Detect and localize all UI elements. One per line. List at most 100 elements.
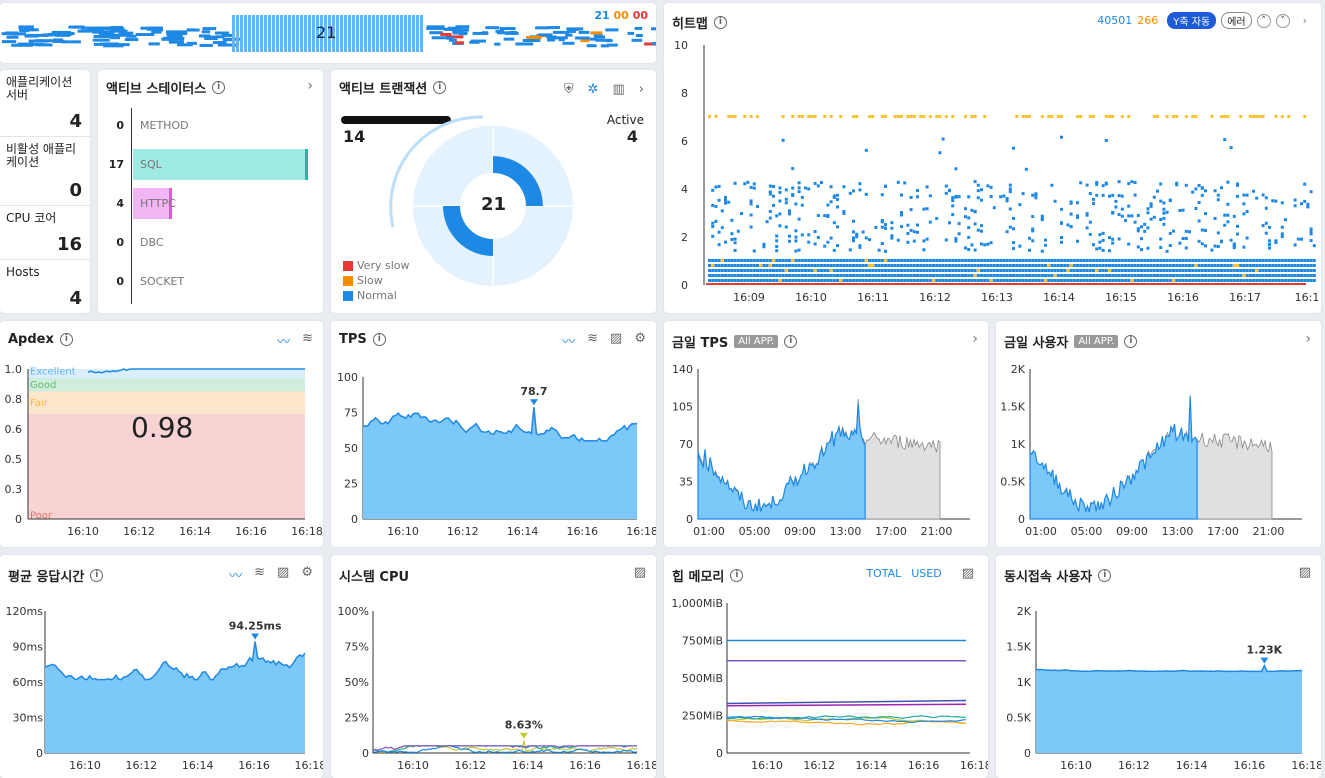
heat-cell [896, 238, 900, 242]
heat-cell [1175, 259, 1179, 262]
area-chart-icon[interactable]: ▨ [633, 565, 646, 580]
heat-cell [772, 279, 775, 282]
peak-marker [1260, 657, 1269, 664]
heat-cell [746, 274, 750, 277]
area-chart-icon[interactable]: ▨ [961, 566, 974, 581]
used-toggle[interactable]: USED [911, 567, 942, 580]
chevron-right-icon[interactable]: › [1302, 14, 1307, 27]
top-bar-mark [535, 26, 549, 30]
line-chart-icon[interactable]: 〰 [229, 569, 243, 584]
wheel-icon[interactable]: ✲ [587, 82, 599, 97]
app-badge[interactable]: All APP. [1074, 335, 1119, 348]
heat-cell [1104, 279, 1108, 282]
gear-icon[interactable]: ⚙ [301, 565, 313, 580]
info-icon[interactable]: i [1124, 335, 1138, 348]
info-icon[interactable]: i [90, 569, 104, 582]
top-bar-mark [232, 15, 235, 52]
heat-cell [1044, 274, 1047, 277]
heat-cell [925, 274, 929, 277]
app-badge[interactable]: All APP. [734, 335, 779, 348]
heat-cell [1168, 259, 1172, 262]
heat-cell [1226, 115, 1230, 118]
info-icon[interactable]: i [730, 569, 744, 582]
heat-cell [1165, 269, 1169, 272]
heat-cell [810, 274, 814, 277]
chevron-down-icon[interactable]: ˅ [1275, 13, 1290, 28]
info-icon[interactable]: i [713, 16, 727, 29]
chevron-right-icon[interactable]: › [638, 82, 644, 97]
heat-cell [772, 194, 775, 198]
x-tick: 16:14 [856, 759, 888, 772]
chevron-up-icon[interactable]: ˄ [1256, 13, 1271, 28]
heat-cell [1274, 279, 1278, 282]
status-label[interactable]: SQL [140, 158, 162, 171]
info-icon[interactable]: i [433, 81, 447, 94]
x-tick: 16:14 [507, 525, 539, 538]
heat-cell [1181, 237, 1185, 241]
info-icon[interactable]: i [1098, 569, 1112, 582]
top-bar-mark [300, 15, 303, 52]
total-toggle[interactable]: TOTAL [866, 567, 902, 580]
compare-icon[interactable]: ≋ [254, 565, 266, 580]
heat-cell [1261, 274, 1265, 277]
heat-cell [1008, 269, 1012, 272]
status-label[interactable]: SOCKET [140, 275, 185, 288]
top-bar-mark [110, 29, 128, 33]
heat-cell [714, 274, 718, 277]
heat-cell [1012, 146, 1015, 150]
top-bar-value: 21 [316, 23, 337, 42]
line-chart-icon[interactable]: 〰 [562, 335, 576, 350]
compare-icon[interactable]: ≋ [302, 331, 313, 346]
y-auto-toggle[interactable]: Y축 자동 [1167, 12, 1217, 29]
heat-cell [900, 225, 903, 229]
heat-cell [1015, 279, 1019, 282]
chevron-right-icon[interactable]: › [307, 78, 313, 94]
error-button[interactable]: 에러 [1221, 12, 1252, 29]
info-icon[interactable]: i [784, 335, 798, 348]
heat-cell [794, 235, 798, 239]
heat-cell [1168, 243, 1172, 247]
heat-cell [1124, 264, 1127, 267]
x-tick: 09:00 [1116, 525, 1148, 538]
info-icon[interactable]: i [372, 333, 386, 346]
info-icon[interactable]: i [59, 333, 73, 346]
heat-cell [868, 279, 871, 282]
heat-cell [1143, 222, 1147, 226]
chevron-right-icon[interactable]: › [1305, 331, 1311, 347]
y-tick: 4 [681, 183, 688, 196]
status-label[interactable]: DBC [140, 236, 164, 249]
area-chart-icon[interactable]: ▨ [610, 331, 623, 346]
line-chart-icon[interactable]: 〰 [277, 335, 291, 350]
area-chart-icon[interactable]: ▨ [277, 565, 290, 580]
heat-cell [730, 269, 734, 272]
y-tick: 0 [351, 513, 358, 526]
heat-cell [1293, 198, 1297, 202]
zone-label: Fair [30, 398, 49, 409]
heat-cell [1242, 245, 1246, 249]
heat-cell [1184, 274, 1188, 277]
x-tick: 05:00 [1071, 525, 1103, 538]
heat-cell [1229, 279, 1233, 282]
shield-icon[interactable]: ⛨ [563, 82, 574, 97]
heat-cell [807, 240, 811, 244]
conc-line [1035, 663, 1303, 673]
top-bar-mark [562, 41, 575, 45]
info-icon[interactable]: i [212, 81, 226, 94]
area-chart-icon[interactable]: ▨ [1298, 565, 1311, 580]
chevron-right-icon[interactable]: › [972, 331, 978, 347]
heat-cell [1194, 259, 1198, 262]
heat-cell [813, 259, 817, 262]
compare-icon[interactable]: ≋ [587, 331, 599, 346]
status-label[interactable]: METHOD [140, 119, 189, 132]
heat-cell [900, 213, 903, 217]
heat-cell [711, 269, 715, 272]
heat-cell [1008, 259, 1012, 262]
gear-icon[interactable]: ⚙ [634, 331, 646, 346]
stat-value: 4 [69, 111, 82, 132]
heat-cell [861, 274, 865, 277]
status-label[interactable]: HTTPC [140, 197, 176, 210]
bar-chart-icon[interactable]: ▥ [612, 82, 625, 97]
legend-item: Very slow [343, 258, 409, 273]
